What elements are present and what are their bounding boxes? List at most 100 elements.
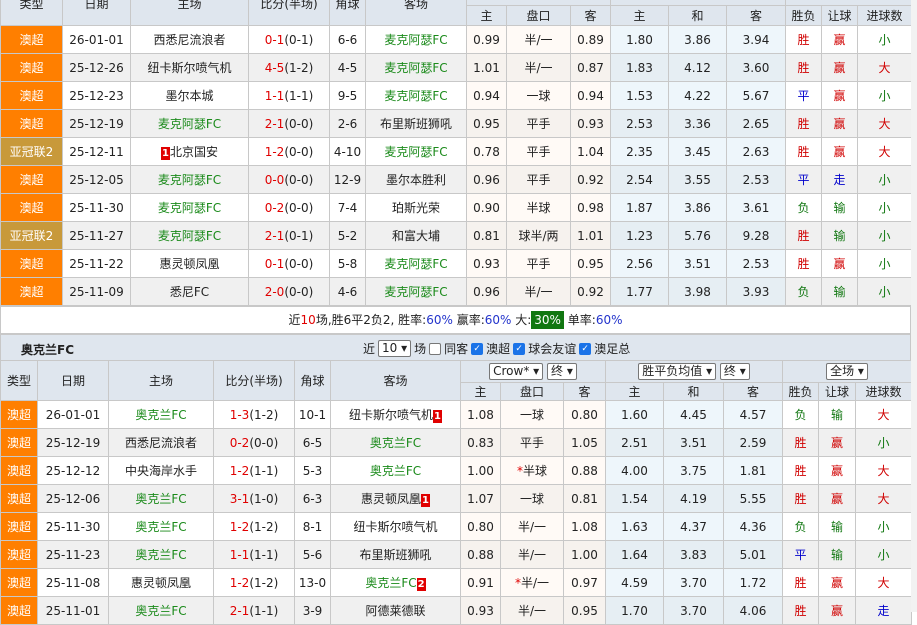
match-score[interactable]: 0-1(0-0) — [248, 249, 330, 278]
sub-header-handicap-home: 主 — [466, 4, 507, 27]
match-score[interactable]: 2-0(0-0) — [248, 277, 330, 306]
match-score[interactable]: 2-1(0-0) — [248, 109, 330, 138]
match-score[interactable]: 1-3(1-2) — [213, 400, 295, 429]
date-text: 25-11-01 — [45, 603, 101, 618]
filter-checkbox-ffa-cup[interactable]: ✓ — [579, 342, 592, 355]
home-team[interactable]: 奥克兰FC — [108, 512, 214, 541]
away-team[interactable]: 麦克阿瑟FC — [365, 25, 467, 54]
odds-home: 1.80 — [610, 25, 670, 54]
league-badge[interactable]: 澳超 — [0, 193, 63, 222]
handicap-away-odds: 0.89 — [569, 25, 612, 54]
same-away-checkbox[interactable] — [429, 342, 442, 355]
match-score[interactable]: 1-2(1-2) — [213, 568, 295, 597]
match-count-select[interactable]: 10 ▾ — [378, 340, 412, 357]
match-score[interactable]: 0-1(0-1) — [248, 25, 330, 54]
home-team[interactable]: 奥克兰FC — [108, 596, 214, 625]
odds-value: 1.00 — [467, 463, 494, 478]
odds-value: 3.61 — [742, 200, 770, 215]
match-score[interactable]: 0-2(0-0) — [248, 193, 330, 222]
handicap-time-select[interactable]: 终 ▾ — [547, 363, 577, 380]
away-team[interactable]: 纽卡斯尔喷气机 — [330, 512, 461, 541]
match-score[interactable]: 3-1(1-0) — [213, 484, 295, 513]
home-team[interactable]: 纽卡斯尔喷气机 — [130, 53, 249, 82]
odds-draw: 3.55 — [668, 165, 728, 194]
match-score[interactable]: 0-0(0-0) — [248, 165, 330, 194]
match-score[interactable]: 1-1(1-1) — [248, 81, 330, 110]
handicap-line: 半/一 — [500, 512, 564, 541]
away-team[interactable]: 布里斯班狮吼 — [330, 540, 461, 569]
home-team[interactable]: 中央海岸水手 — [108, 456, 214, 485]
away-team[interactable]: 麦克阿瑟FC — [365, 53, 467, 82]
league-badge[interactable]: 澳超 — [0, 25, 63, 54]
away-team[interactable]: 珀斯光荣 — [365, 193, 467, 222]
league-badge[interactable]: 亚冠联2 — [0, 221, 63, 250]
match-score[interactable]: 4-5(1-2) — [248, 53, 330, 82]
league-badge[interactable]: 亚冠联2 — [0, 137, 63, 166]
away-team[interactable]: 麦克阿瑟FC — [365, 81, 467, 110]
home-team[interactable]: 惠灵顿凤凰 — [130, 249, 249, 278]
away-team[interactable]: 墨尔本胜利 — [365, 165, 467, 194]
away-team[interactable]: 布里斯班狮吼 — [365, 109, 467, 138]
league-badge[interactable]: 澳超 — [0, 456, 38, 485]
league-badge[interactable]: 澳超 — [0, 512, 38, 541]
odds-select[interactable]: 胜平负均值 ▾ — [638, 363, 717, 380]
date-text: 25-11-27 — [69, 228, 124, 243]
scope-select[interactable]: 全场 ▾ — [826, 363, 868, 380]
filter-checkbox-aleague[interactable]: ✓ — [471, 342, 484, 355]
odds-draw: 3.86 — [668, 25, 728, 54]
league-badge[interactable]: 澳超 — [0, 81, 63, 110]
home-team[interactable]: 麦克阿瑟FC — [130, 221, 249, 250]
away-team[interactable]: 和富大埔 — [365, 221, 467, 250]
company-select[interactable]: Crow* ▾ — [489, 363, 544, 380]
home-team[interactable]: 奥克兰FC — [108, 400, 214, 429]
handicap-text: 一球 — [519, 408, 544, 422]
away-team[interactable]: 奥克兰FC — [330, 428, 461, 457]
odds-time-select[interactable]: 终 ▾ — [719, 363, 750, 380]
date-text: 25-12-19 — [45, 435, 101, 450]
away-team[interactable]: 麦克阿瑟FC — [365, 137, 467, 166]
handicap-result: 输 — [821, 221, 859, 250]
match-score[interactable]: 1-2(0-0) — [248, 137, 330, 166]
filter-checkbox-friendly[interactable]: ✓ — [513, 342, 526, 355]
match-score[interactable]: 1-2(1-2) — [213, 512, 295, 541]
home-team[interactable]: 西悉尼流浪者 — [130, 25, 249, 54]
league-badge[interactable]: 澳超 — [0, 249, 63, 278]
away-team[interactable]: 阿德莱德联 — [330, 596, 461, 625]
home-team[interactable]: 悉尼FC — [130, 277, 249, 306]
home-team[interactable]: 1北京国安 — [130, 137, 249, 166]
home-team[interactable]: 麦克阿瑟FC — [130, 165, 249, 194]
league-badge[interactable]: 澳超 — [0, 568, 38, 597]
scrollbar-track[interactable] — [911, 0, 917, 612]
away-team[interactable]: 奥克兰FC2 — [330, 568, 461, 597]
away-team[interactable]: 麦克阿瑟FC — [365, 249, 467, 278]
league-badge[interactable]: 澳超 — [0, 165, 63, 194]
match-score[interactable]: 0-2(0-0) — [213, 428, 295, 457]
league-name: 澳超 — [6, 604, 31, 618]
home-team[interactable]: 麦克阿瑟FC — [130, 109, 249, 138]
home-team[interactable]: 奥克兰FC — [108, 484, 214, 513]
league-badge[interactable]: 澳超 — [0, 277, 63, 306]
match-score[interactable]: 1-1(1-1) — [213, 540, 295, 569]
match-score[interactable]: 2-1(0-1) — [248, 221, 330, 250]
away-team[interactable]: 麦克阿瑟FC — [365, 277, 467, 306]
home-team[interactable]: 西悉尼流浪者 — [108, 428, 214, 457]
away-team[interactable]: 惠灵顿凤凰1 — [330, 484, 461, 513]
league-badge[interactable]: 澳超 — [0, 484, 38, 513]
home-team[interactable]: 奥克兰FC — [108, 540, 214, 569]
home-team[interactable]: 麦克阿瑟FC — [130, 193, 249, 222]
result-text: 胜 — [797, 117, 810, 131]
match-score[interactable]: 1-2(1-1) — [213, 456, 295, 485]
league-badge[interactable]: 澳超 — [0, 53, 63, 82]
away-team[interactable]: 奥克兰FC — [330, 456, 461, 485]
league-badge[interactable]: 澳超 — [0, 428, 38, 457]
date-text: 25-12-26 — [69, 60, 124, 75]
league-badge[interactable]: 澳超 — [0, 596, 38, 625]
league-badge[interactable]: 澳超 — [0, 400, 38, 429]
league-badge[interactable]: 澳超 — [0, 109, 63, 138]
away-team[interactable]: 纽卡斯尔喷气机1 — [330, 400, 461, 429]
table-body: 澳超 26-01-01 西悉尼流浪者 0-1(0-1) 6-6 麦克阿瑟FC 0.99 半/一… — [0, 25, 913, 306]
match-score[interactable]: 2-1(1-1) — [213, 596, 295, 625]
home-team[interactable]: 惠灵顿凤凰 — [108, 568, 214, 597]
league-badge[interactable]: 澳超 — [0, 540, 38, 569]
home-team[interactable]: 墨尔本城 — [130, 81, 249, 110]
